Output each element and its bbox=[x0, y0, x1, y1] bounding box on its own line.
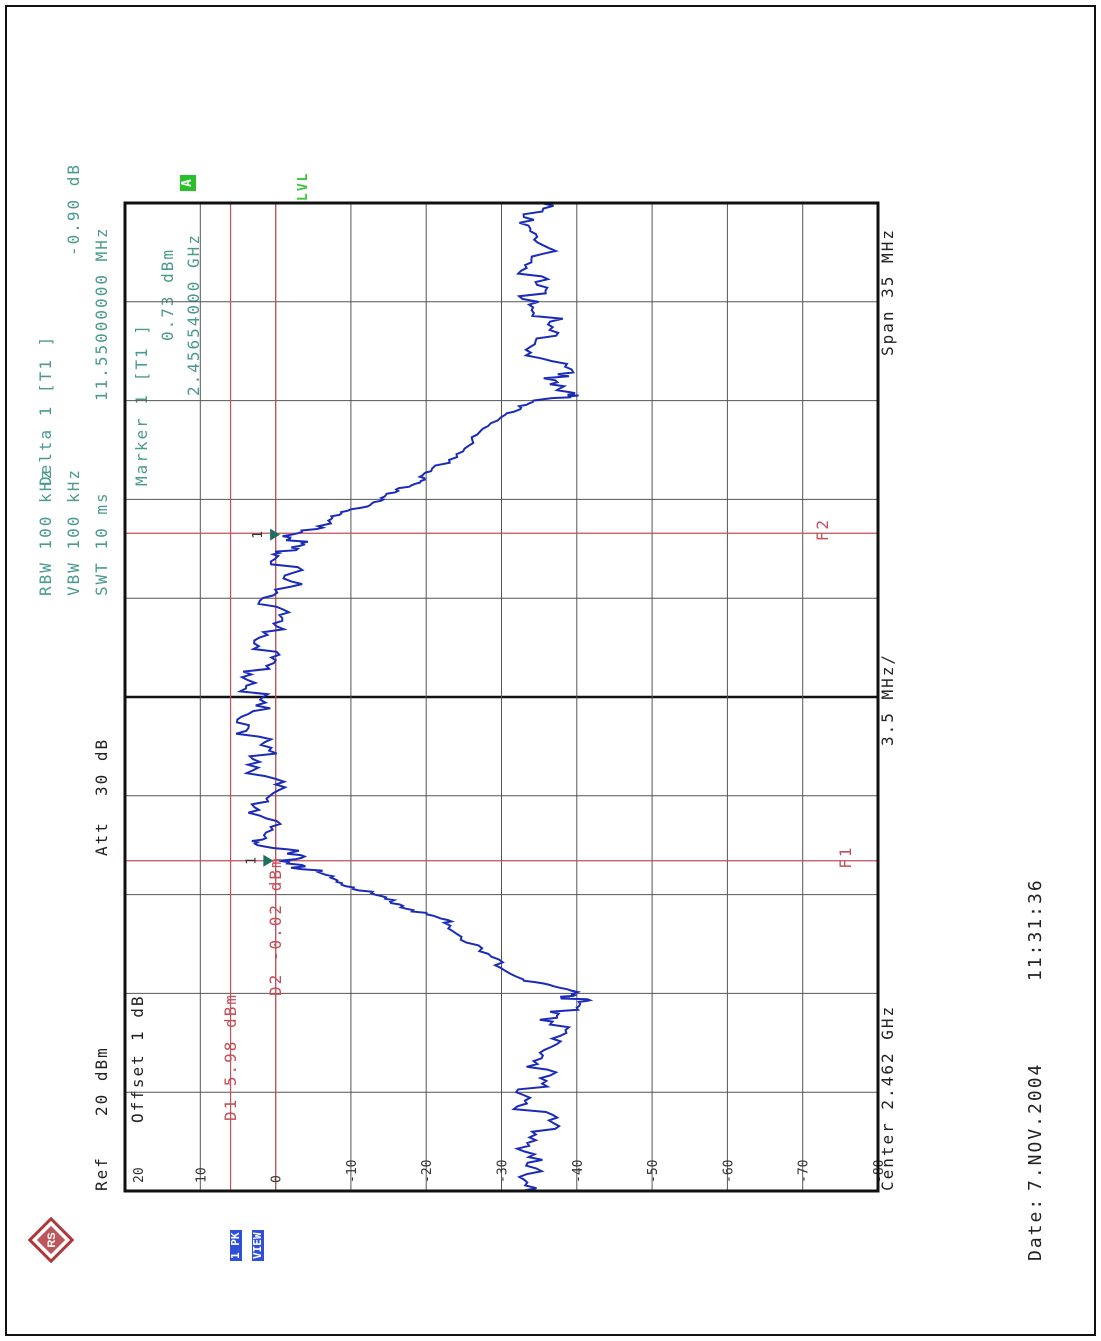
y-tick-label: -10 bbox=[345, 1160, 360, 1183]
y-tick-label: 0 bbox=[270, 1175, 285, 1183]
f2-line-label: F2 bbox=[813, 518, 832, 542]
d2-line-label: D2 -0.02 dBm bbox=[265, 856, 285, 996]
date-value: 7.NOV.2004 bbox=[1025, 1062, 1046, 1191]
time-value: 11:31:36 bbox=[1025, 878, 1046, 981]
y-tick-label: -50 bbox=[646, 1160, 661, 1183]
y-tick-label: 20 bbox=[132, 1167, 147, 1183]
y-tick-label: -60 bbox=[721, 1160, 736, 1183]
rohde-schwarz-logo-icon: RS bbox=[28, 1217, 74, 1263]
svg-text:RS: RS bbox=[46, 1232, 58, 1247]
marker-label: 1 bbox=[251, 531, 266, 539]
plot-frame bbox=[123, 201, 880, 1193]
f1-line-label: F1 bbox=[836, 845, 855, 869]
page-border bbox=[5, 5, 1096, 1336]
spectrum-trace bbox=[235, 202, 594, 1192]
marker-label: 1 bbox=[244, 857, 259, 865]
center-frequency: Center 2.462 GHz bbox=[878, 1004, 897, 1191]
y-tick-label: -40 bbox=[571, 1160, 586, 1183]
span-value: Span 35 MHz bbox=[878, 228, 897, 356]
d1-line-label: D1 5.98 dBm bbox=[220, 993, 240, 1121]
y-tick-label: -70 bbox=[797, 1160, 812, 1183]
per-division: 3.5 MHz/ bbox=[878, 652, 897, 746]
marker-triangle-icon bbox=[270, 528, 281, 541]
y-tick-label: 10 bbox=[194, 1167, 209, 1183]
y-tick-label: -20 bbox=[420, 1160, 435, 1183]
date-label: Date: bbox=[1025, 1196, 1046, 1261]
y-tick-label: -30 bbox=[496, 1160, 511, 1183]
marker-triangle-icon bbox=[263, 854, 274, 867]
